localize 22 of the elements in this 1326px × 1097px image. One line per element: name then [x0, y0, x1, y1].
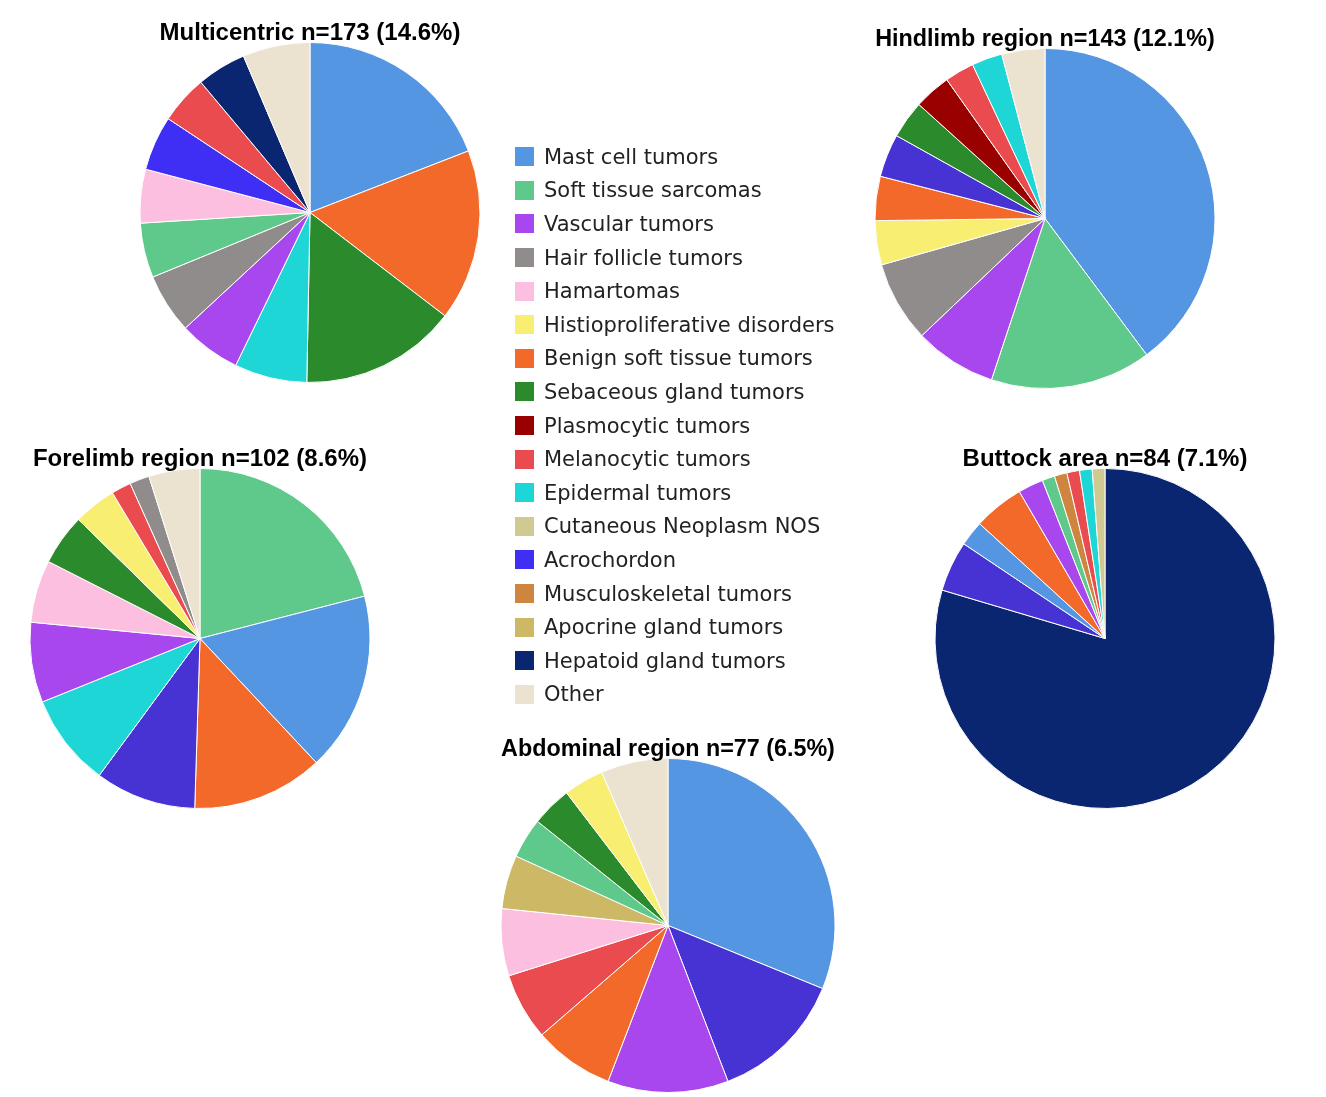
category-label: Acrochordon [544, 547, 677, 572]
category-label: Sebaceous gland tumors [544, 379, 805, 404]
category-label: Hepatoid gland tumors [544, 648, 786, 673]
chart-title: Buttock area n=84 (7.1%) [962, 443, 1248, 471]
chart-title: Forelimb region n=102 (8.6%) [32, 443, 368, 471]
category-label: Apocrine gland tumors [544, 615, 784, 640]
category-label: Cutaneous Neoplasm NOS [544, 514, 821, 539]
category-label: Benign soft tissue tumors [544, 346, 813, 371]
category-label: Plasmocytic tumors [544, 413, 751, 438]
chart-title: Multicentric n=173 (14.6%) [159, 17, 461, 45]
chart-title: Hindlimb region n=143 (12.1%) [875, 24, 1215, 51]
category-label: Mast cell tumors [544, 144, 719, 169]
category-label: Hamartomas [544, 279, 680, 304]
category-label: Musculoskeletal tumors [544, 581, 792, 606]
category-label: Melanocytic tumors [544, 447, 751, 472]
category-label: Other [544, 682, 604, 707]
chart-title: Abdominal region n=77 (6.5%) [501, 734, 835, 761]
category-label: Histioproliferative disorders [544, 312, 835, 337]
category-label: Soft tissue sarcomas [544, 178, 762, 203]
category-label: Epidermal tumors [544, 480, 732, 505]
category-label: Vascular tumors [544, 211, 714, 236]
category-label: Hair follicle tumors [544, 245, 743, 270]
